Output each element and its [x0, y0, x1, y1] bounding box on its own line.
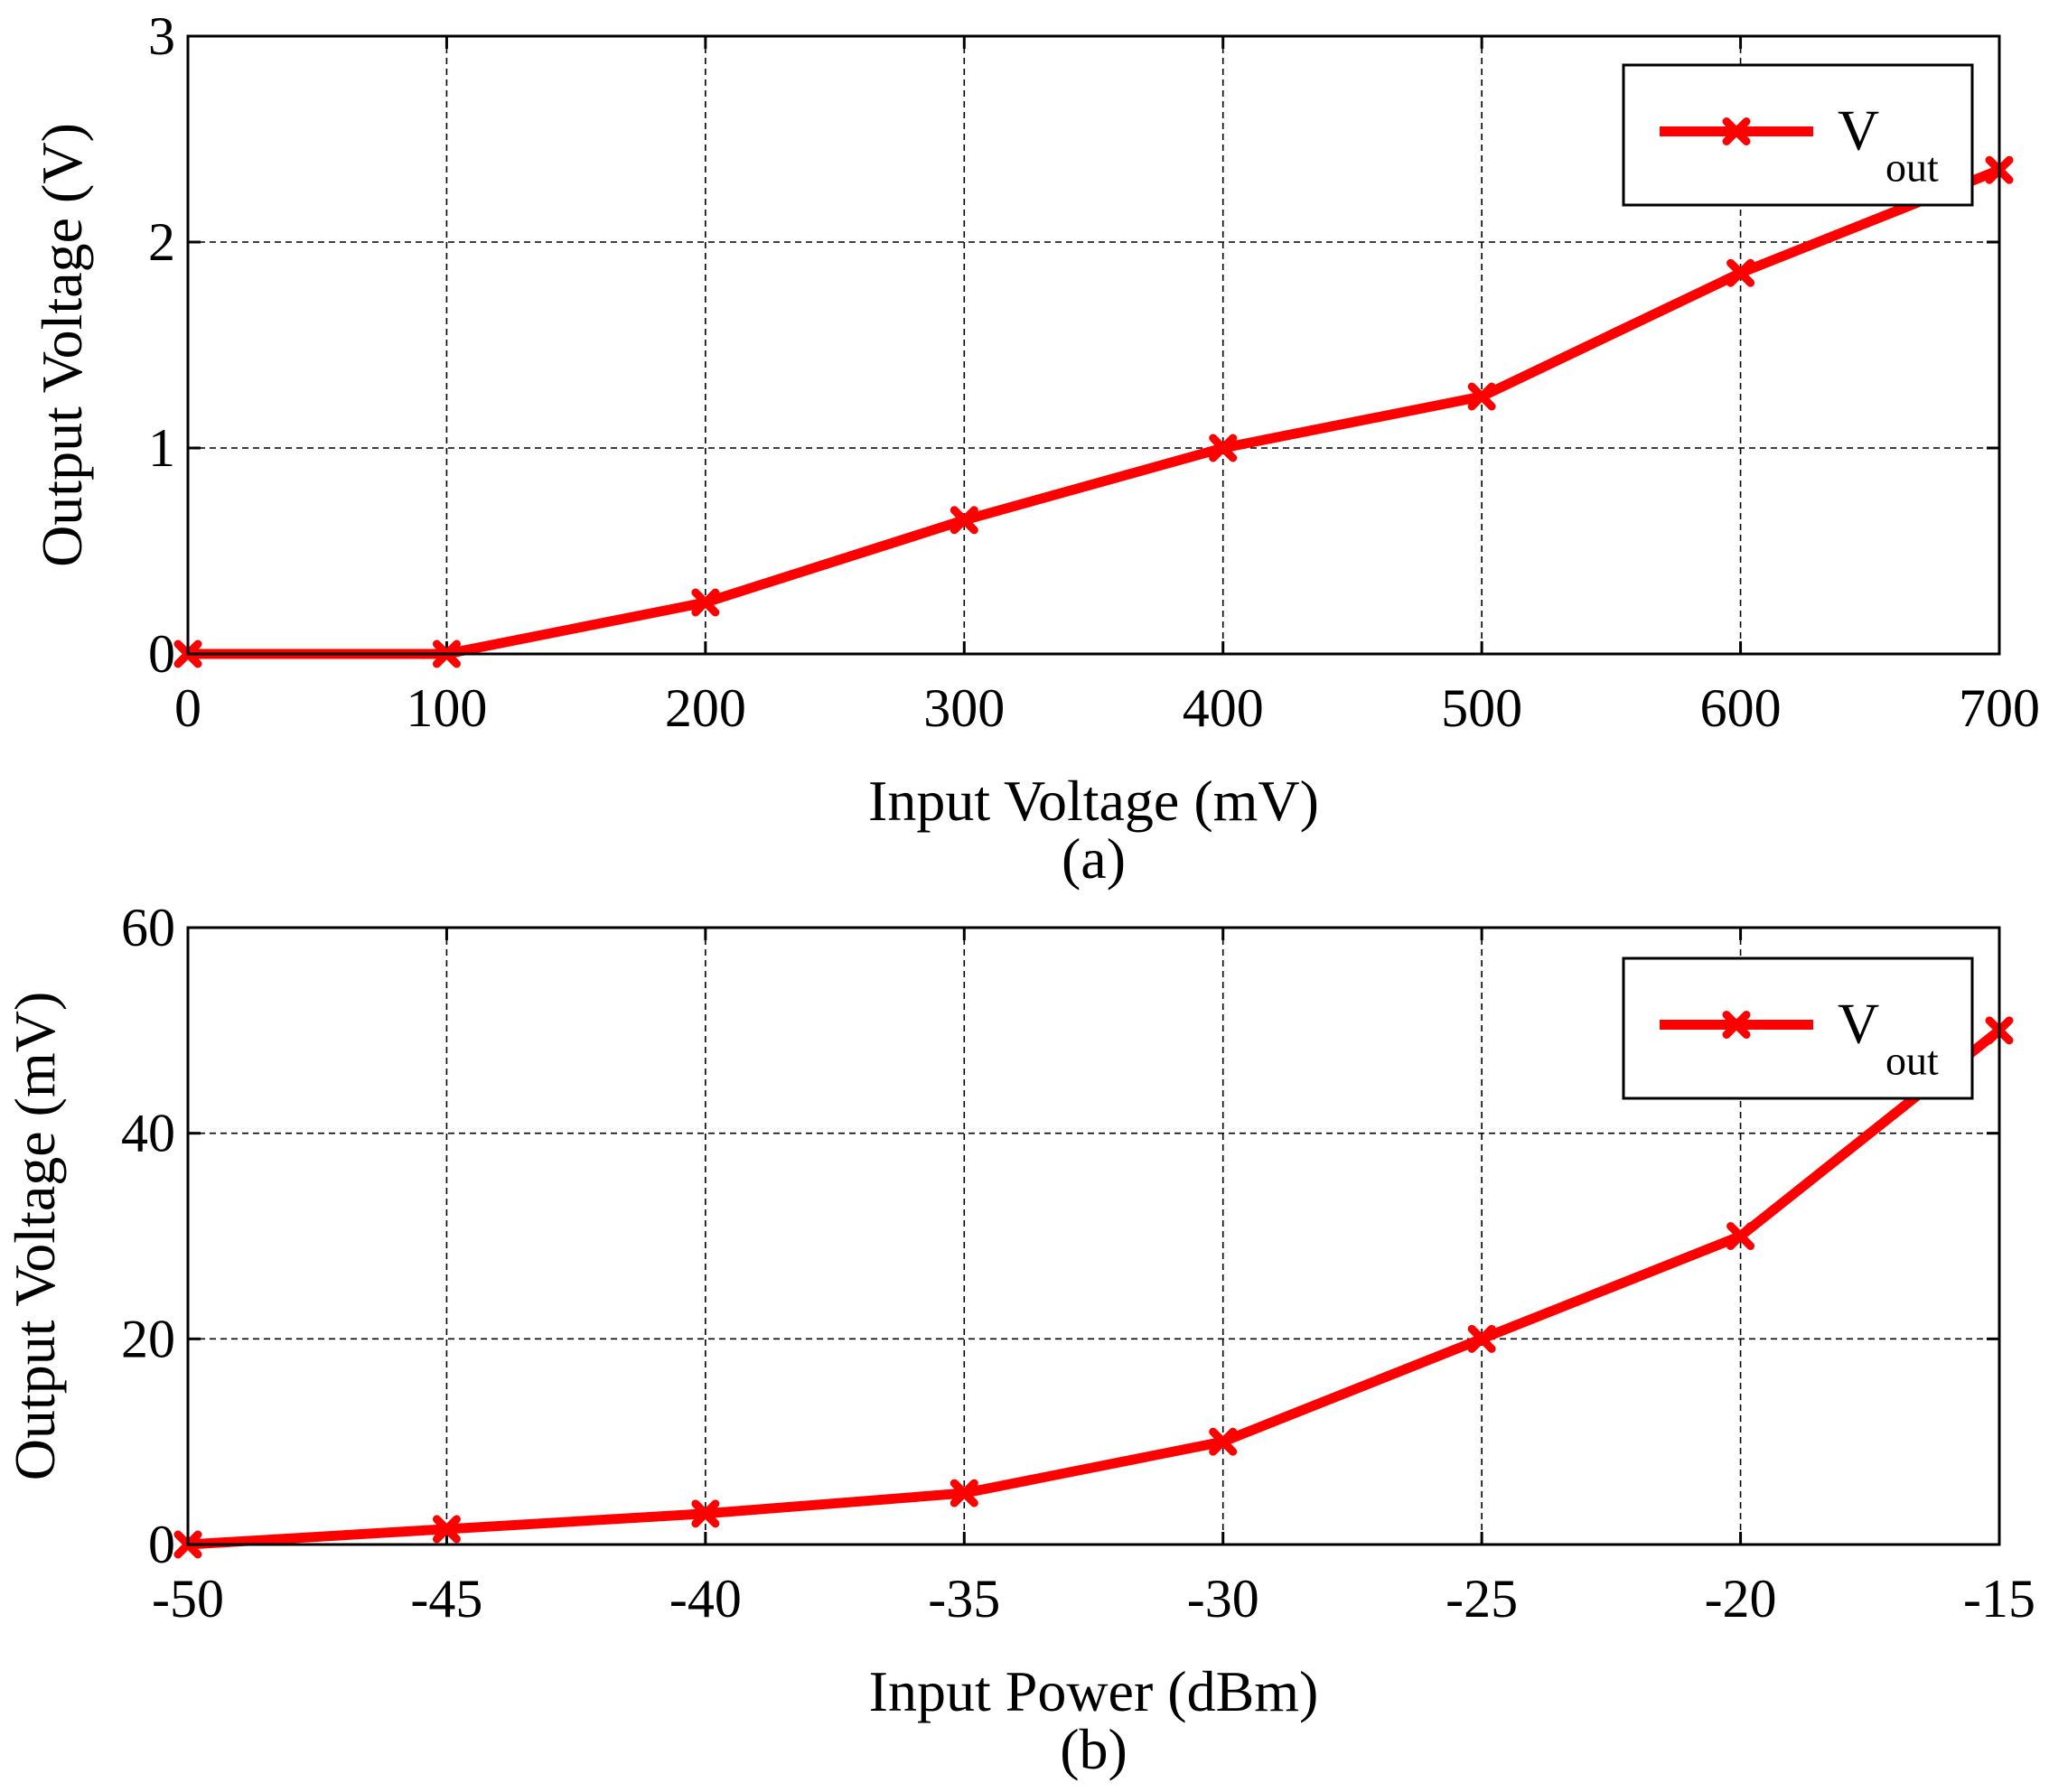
data-point-marker [1209, 434, 1238, 462]
x-tick-label: -30 [1187, 1569, 1259, 1629]
y-tick-label: 1 [148, 418, 175, 478]
data-point-marker [1726, 1222, 1755, 1250]
data-point-marker [691, 588, 720, 617]
panel-caption: (b) [1060, 1717, 1127, 1781]
legend-marker [1722, 117, 1751, 145]
x-tick-label: -35 [928, 1569, 1000, 1629]
x-tick-label: 400 [1183, 678, 1264, 738]
legend-marker [1722, 1011, 1751, 1039]
x-axis-label: Input Voltage (mV) [868, 769, 1319, 833]
plot-frame [186, 34, 2001, 656]
x-tick-label: 200 [665, 678, 746, 738]
x-tick-label: 500 [1441, 678, 1522, 738]
x-tick-label: -50 [152, 1569, 224, 1629]
x-tick-label: -40 [669, 1569, 742, 1629]
data-point-marker [950, 506, 978, 535]
x-tick-label: 600 [1700, 678, 1782, 738]
data-point-marker [432, 1515, 461, 1544]
y-tick-label: 0 [148, 624, 175, 684]
y-axis-label: Output Voltage (V) [30, 123, 94, 567]
y-tick-label: 2 [148, 212, 175, 272]
legend-label-subscript: out [1885, 1038, 1939, 1084]
x-tick-label: -25 [1446, 1569, 1518, 1629]
legend-label-subscript: out [1885, 145, 1939, 191]
panel-caption: (a) [1062, 826, 1126, 891]
legend-label: V [1838, 992, 1879, 1056]
x-axis-label: Input Power (dBm) [869, 1659, 1319, 1723]
y-tick-label: 20 [121, 1309, 175, 1368]
x-tick-label: 100 [406, 678, 487, 738]
x-tick-label: -15 [1963, 1569, 2035, 1629]
x-tick-label: 300 [923, 678, 1005, 738]
legend-label: V [1838, 98, 1879, 163]
data-point-marker [1209, 1427, 1238, 1456]
series-line-vout [182, 164, 2005, 659]
series-line-vout [182, 1025, 2005, 1550]
data-point-marker [691, 1499, 720, 1528]
data-point-marker [1467, 382, 1496, 411]
data-point-marker [950, 1479, 978, 1507]
x-tick-label: 0 [174, 678, 201, 738]
y-tick-label: 40 [121, 1104, 175, 1163]
y-axis-label: Output Voltage (mV) [3, 992, 67, 1481]
x-tick-label: -20 [1705, 1569, 1777, 1629]
y-tick-label: 60 [121, 898, 175, 957]
plot-frame [186, 926, 2001, 1546]
x-tick-label: 700 [1959, 678, 2040, 738]
data-point-marker [1726, 258, 1755, 287]
data-point-marker [1467, 1324, 1496, 1353]
y-tick-label: 3 [148, 6, 175, 66]
x-tick-label: -45 [410, 1569, 482, 1629]
y-tick-label: 0 [148, 1515, 175, 1574]
